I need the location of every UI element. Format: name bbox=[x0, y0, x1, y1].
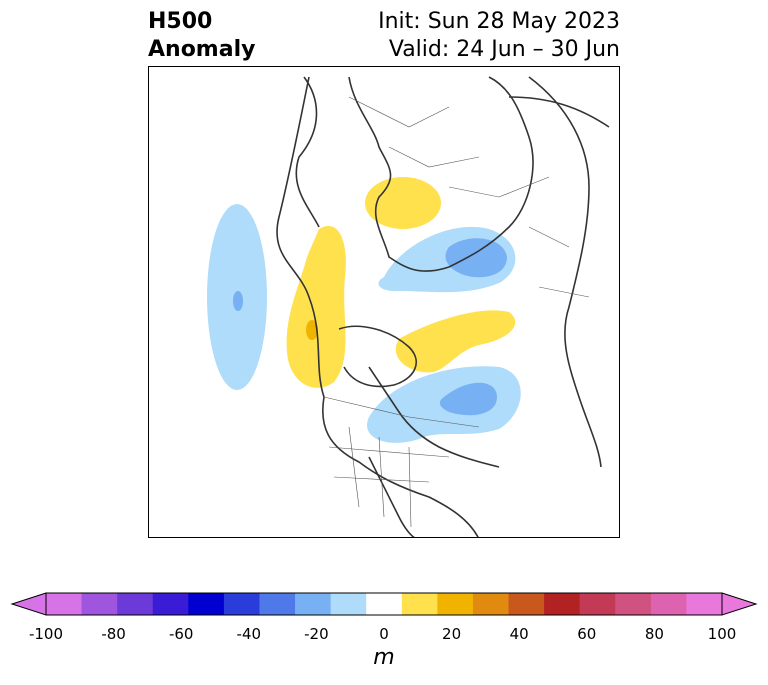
colorbar-bin bbox=[152, 593, 189, 615]
borders bbox=[323, 96, 590, 528]
anomaly-west-positive bbox=[286, 225, 346, 388]
colorbar bbox=[0, 585, 768, 685]
title-field: Anomaly bbox=[148, 37, 256, 62]
colorbar-tick-label: 40 bbox=[509, 625, 529, 643]
map-canvas bbox=[207, 76, 610, 537]
colorbar-tick-label: -40 bbox=[236, 625, 262, 643]
colorbar-border bbox=[45, 592, 723, 616]
colorbar-bin bbox=[188, 593, 225, 615]
colorbar-bin bbox=[508, 593, 545, 615]
colorbar-tick-label: 0 bbox=[379, 625, 389, 643]
init-date: Init: Sun 28 May 2023 bbox=[378, 9, 620, 34]
colorbar-extend-min bbox=[10, 592, 47, 616]
colorbar-tick-label: -60 bbox=[168, 625, 194, 643]
colorbar-bin bbox=[615, 593, 652, 615]
anomaly-map bbox=[148, 66, 620, 538]
colorbar-bin bbox=[366, 593, 403, 615]
colorbar-bin bbox=[650, 593, 687, 615]
colorbar-bin bbox=[117, 593, 154, 615]
anomaly-fields bbox=[207, 177, 521, 443]
colorbar-bin bbox=[295, 593, 332, 615]
anomaly-pacific-negative-core bbox=[233, 291, 243, 311]
colorbar-tick-label: 20 bbox=[442, 625, 462, 643]
colorbar-bin bbox=[472, 593, 510, 615]
colorbar-bin bbox=[686, 593, 723, 615]
colorbar-bin bbox=[46, 593, 83, 615]
coastlines bbox=[276, 76, 610, 537]
anomaly-arctic-positive bbox=[365, 177, 441, 229]
anomaly-siberia-negative-core bbox=[445, 238, 507, 278]
colorbar-bin bbox=[330, 593, 367, 615]
colorbar-bin bbox=[81, 593, 118, 615]
valid-range: Valid: 24 Jun – 30 Jun bbox=[388, 37, 620, 62]
colorbar-bin bbox=[223, 593, 260, 615]
colorbar-tick-label: 100 bbox=[707, 625, 737, 643]
title-variable: H500 bbox=[148, 9, 213, 34]
colorbar-tick-label: 60 bbox=[577, 625, 597, 643]
colorbar-tick-label: -100 bbox=[28, 625, 64, 643]
colorbar-bin bbox=[579, 593, 616, 615]
colorbar-svg bbox=[10, 592, 758, 616]
map-title: H500 Anomaly bbox=[148, 8, 255, 64]
colorbar-tick-label: -20 bbox=[304, 625, 329, 643]
map-dates: Init: Sun 28 May 2023 Valid: 24 Jun – 30… bbox=[378, 8, 620, 64]
colorbar-bin bbox=[259, 593, 296, 615]
colorbar-unit: m bbox=[373, 645, 395, 670]
anomaly-canada-negative-core bbox=[439, 382, 497, 416]
colorbar-extend-max bbox=[721, 592, 758, 616]
colorbar-tick-label: 80 bbox=[644, 625, 664, 643]
colorbar-tick-label: -80 bbox=[101, 625, 126, 643]
colorbar-bin bbox=[401, 593, 438, 615]
colorbar-bin bbox=[437, 593, 474, 615]
colorbar-bin bbox=[544, 593, 581, 615]
anomaly-west-positive-core bbox=[306, 320, 318, 340]
anomaly-atlantic-positive bbox=[395, 310, 516, 373]
